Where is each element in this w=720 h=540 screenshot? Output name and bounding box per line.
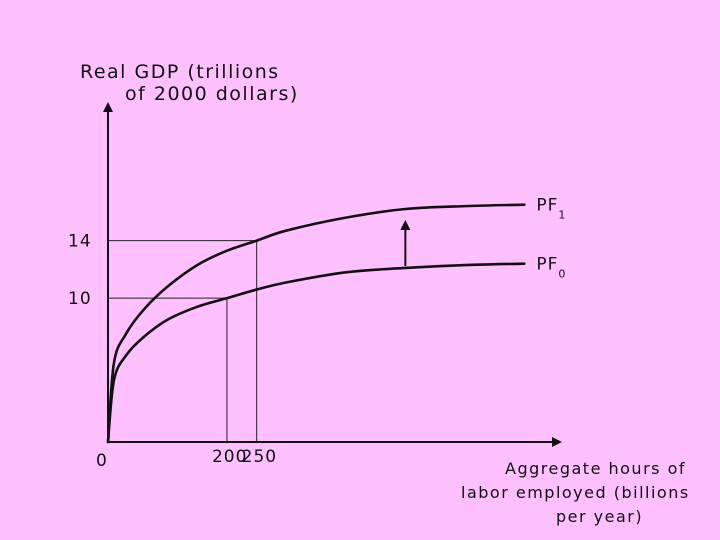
x-tick-label-250: 250 xyxy=(242,447,277,467)
curve-pf1 xyxy=(106,203,526,444)
y-axis-label-line-1: Real GDP (trillions xyxy=(80,61,280,83)
x-tick-label-200: 200 xyxy=(212,447,247,467)
y-tick-label-14: 14 xyxy=(68,232,92,252)
curve-label-pf1: PF1 xyxy=(536,196,566,222)
y-tick-label-10: 10 xyxy=(68,289,92,309)
curve-label-pf0: PF0 xyxy=(536,255,566,281)
x-axis-label-line-3: per year) xyxy=(556,507,643,526)
origin-label: 0 xyxy=(96,451,108,471)
x-axis-label-line-1: Aggregate hours of xyxy=(505,459,686,478)
y-axis-label-line-2: of 2000 dollars) xyxy=(125,83,299,105)
x-axis-label-line-2: labor employed (billions xyxy=(461,483,690,502)
curve-pf0 xyxy=(106,262,526,444)
